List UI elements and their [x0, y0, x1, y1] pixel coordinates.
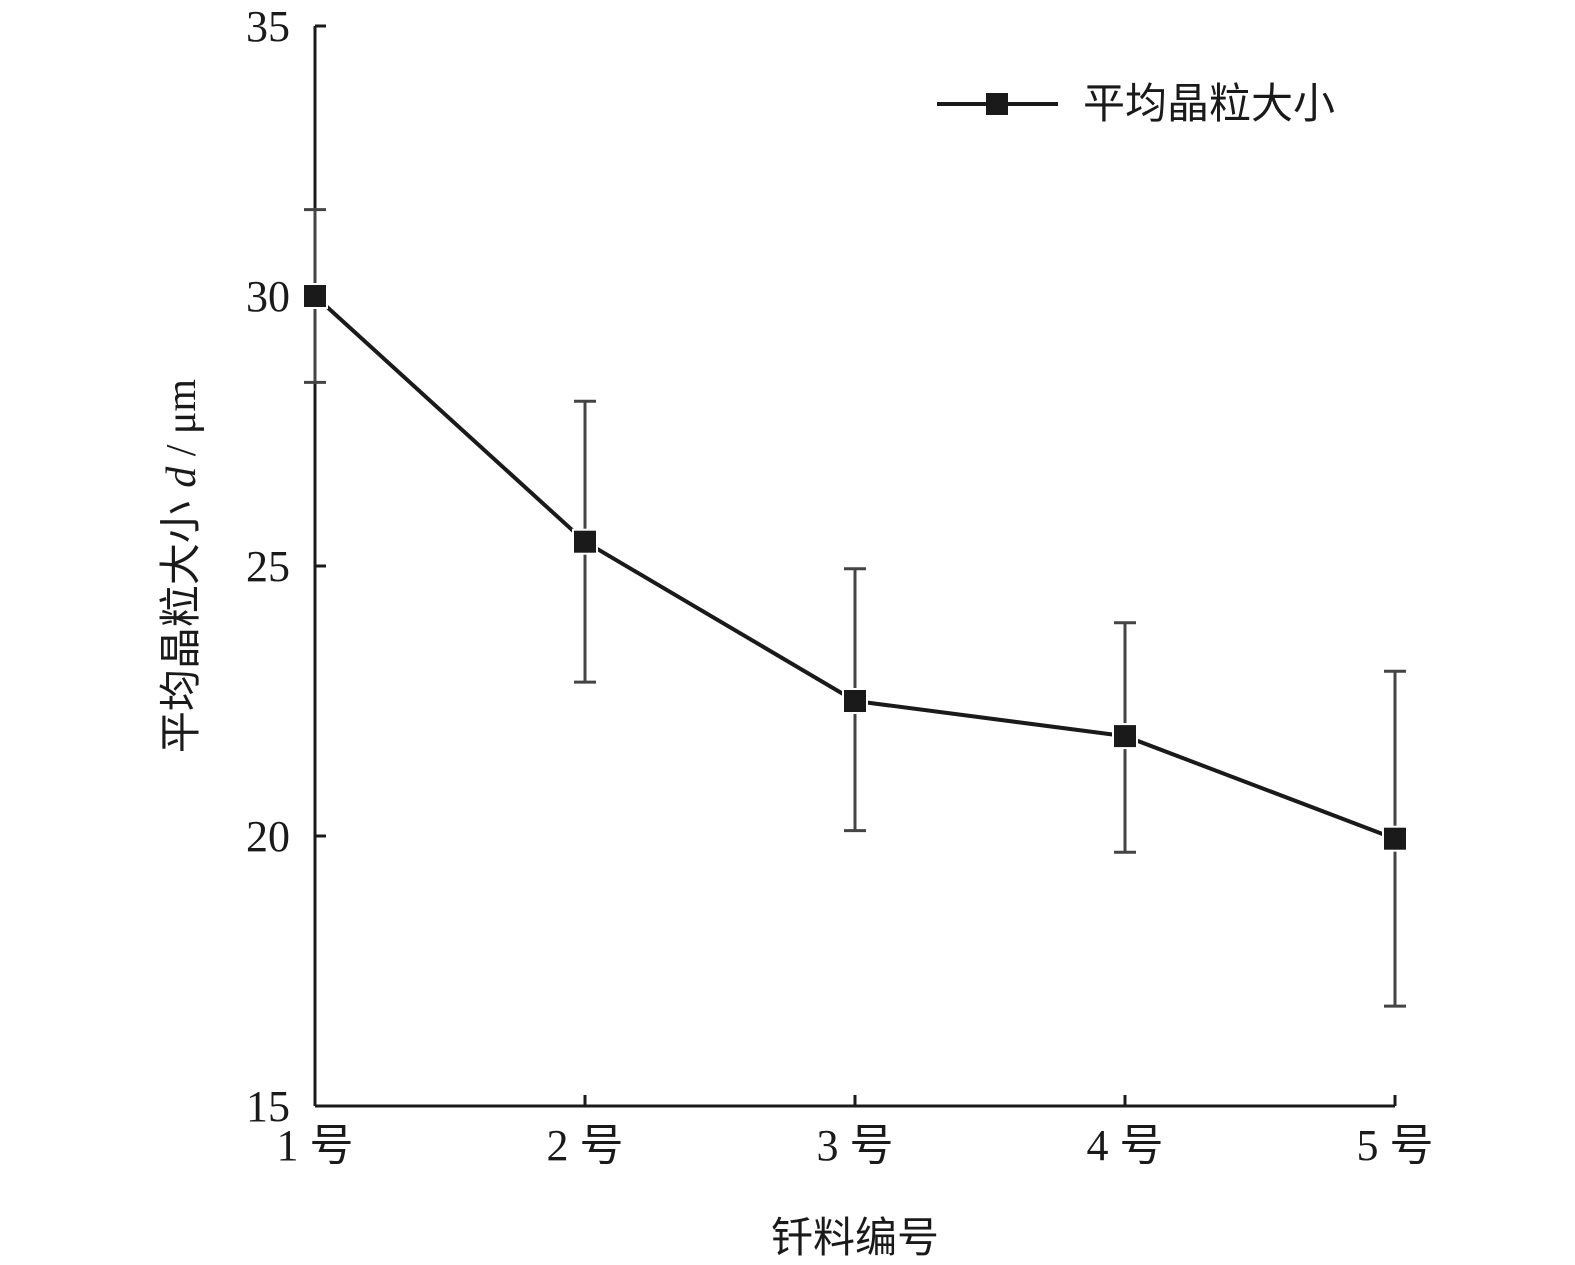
y-axis-title: 平均晶粒大小 d / μm [156, 379, 205, 754]
legend-label: 平均晶粒大小 [1083, 79, 1335, 128]
data-point-marker [1382, 825, 1408, 852]
y-tick-label: 30 [246, 272, 290, 321]
x-tick-label: 4 号 [1087, 1121, 1164, 1170]
y-tick-label: 20 [246, 812, 290, 861]
axes [313, 26, 1395, 1108]
y-ticks: 15 20 25 30 35 [246, 2, 326, 1131]
legend: 平均晶粒大小 [937, 79, 1335, 128]
data-point-marker [1112, 723, 1138, 750]
y-tick-label: 15 [246, 1082, 290, 1131]
y-tick-label: 25 [246, 542, 290, 591]
x-ticks: 1 号 2 号 3 号 4 号 5 号 [277, 1095, 1434, 1170]
y-tick-label: 35 [246, 2, 290, 51]
data-point-marker [842, 688, 868, 714]
legend-marker-symbol [986, 93, 1008, 115]
markers [302, 283, 1408, 852]
x-axis-title: 钎料编号 [771, 1213, 939, 1262]
x-tick-label: 2 号 [547, 1121, 624, 1170]
data-point-marker [572, 528, 598, 555]
y-axis-title-symbol: d [159, 466, 205, 488]
x-tick-label: 3 号 [817, 1121, 894, 1170]
x-tick-label: 1 号 [277, 1121, 354, 1170]
y-axis-title-unit: / μm [159, 379, 205, 467]
x-tick-label: 5 号 [1357, 1121, 1434, 1170]
data-point-marker [302, 283, 328, 309]
error-bars [304, 208, 1406, 1008]
y-axis-title-prefix: 平均晶粒大小 [156, 488, 205, 753]
